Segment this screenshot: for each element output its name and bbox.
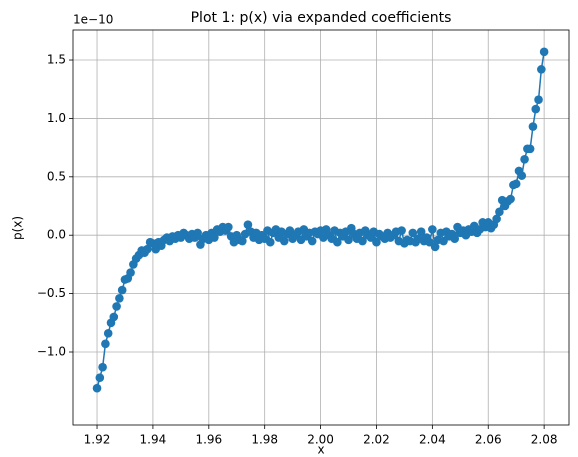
data-point [238, 236, 247, 246]
data-point [307, 236, 317, 246]
data-point [520, 154, 529, 164]
x-tick-label: 2.02 [363, 433, 390, 447]
data-point [428, 225, 437, 234]
data-point [511, 179, 521, 189]
x-tick-label: 1.94 [140, 433, 167, 447]
y-tick-label: 0.5 [47, 169, 66, 183]
data-point [92, 383, 102, 393]
data-point [495, 207, 504, 217]
offset-label: 1e−10 [73, 13, 113, 27]
data-point [126, 268, 135, 277]
x-tick-label: 1.92 [84, 433, 111, 447]
data-point [143, 244, 152, 254]
data-point [103, 329, 113, 338]
data-point [101, 339, 110, 349]
x-tick-label: 2.08 [531, 433, 558, 447]
chart-title: Plot 1: p(x) via expanded coefficients [191, 10, 452, 26]
data-point [115, 293, 124, 303]
plot-frame [72, 29, 570, 426]
data-point [279, 236, 289, 246]
data-point [528, 122, 538, 131]
data-point [112, 302, 121, 311]
data-point [492, 214, 501, 224]
data-point [408, 228, 418, 238]
x-tick-label: 2.06 [475, 433, 502, 447]
y-tick-label: 0.0 [47, 228, 66, 242]
y-tick-label: −0.5 [37, 286, 66, 300]
data-point [193, 228, 202, 238]
data-point [506, 194, 515, 204]
data-point [539, 47, 549, 57]
data-point [224, 222, 233, 232]
data-point [430, 242, 440, 252]
data-point [210, 233, 219, 242]
data-point [358, 236, 367, 246]
x-tick-label: 2.00 [307, 433, 334, 447]
x-axis-label: x [317, 443, 324, 457]
x-tick-label: 2.04 [419, 433, 446, 447]
data-point [265, 237, 275, 247]
data-point [117, 285, 127, 295]
data-point [98, 362, 107, 372]
data-point [109, 312, 119, 322]
data-point [525, 144, 535, 154]
y-tick-label: −1.0 [37, 345, 66, 359]
data-point [333, 237, 342, 247]
data-point [243, 220, 253, 229]
data-point [534, 95, 543, 105]
data-point [95, 373, 105, 382]
data-point [416, 227, 426, 237]
y-tick-label: 1.5 [47, 53, 66, 67]
x-tick-label: 1.98 [251, 433, 278, 447]
x-tick-label: 1.96 [195, 433, 222, 447]
y-tick-label: 1.0 [47, 111, 66, 125]
data-point [397, 226, 406, 235]
data-point [344, 235, 353, 245]
data-point [537, 65, 546, 74]
data-point [531, 104, 541, 114]
data-point [372, 237, 381, 247]
y-axis-label: p(x) [11, 216, 25, 240]
data-point [517, 171, 527, 180]
data-point [450, 234, 460, 244]
